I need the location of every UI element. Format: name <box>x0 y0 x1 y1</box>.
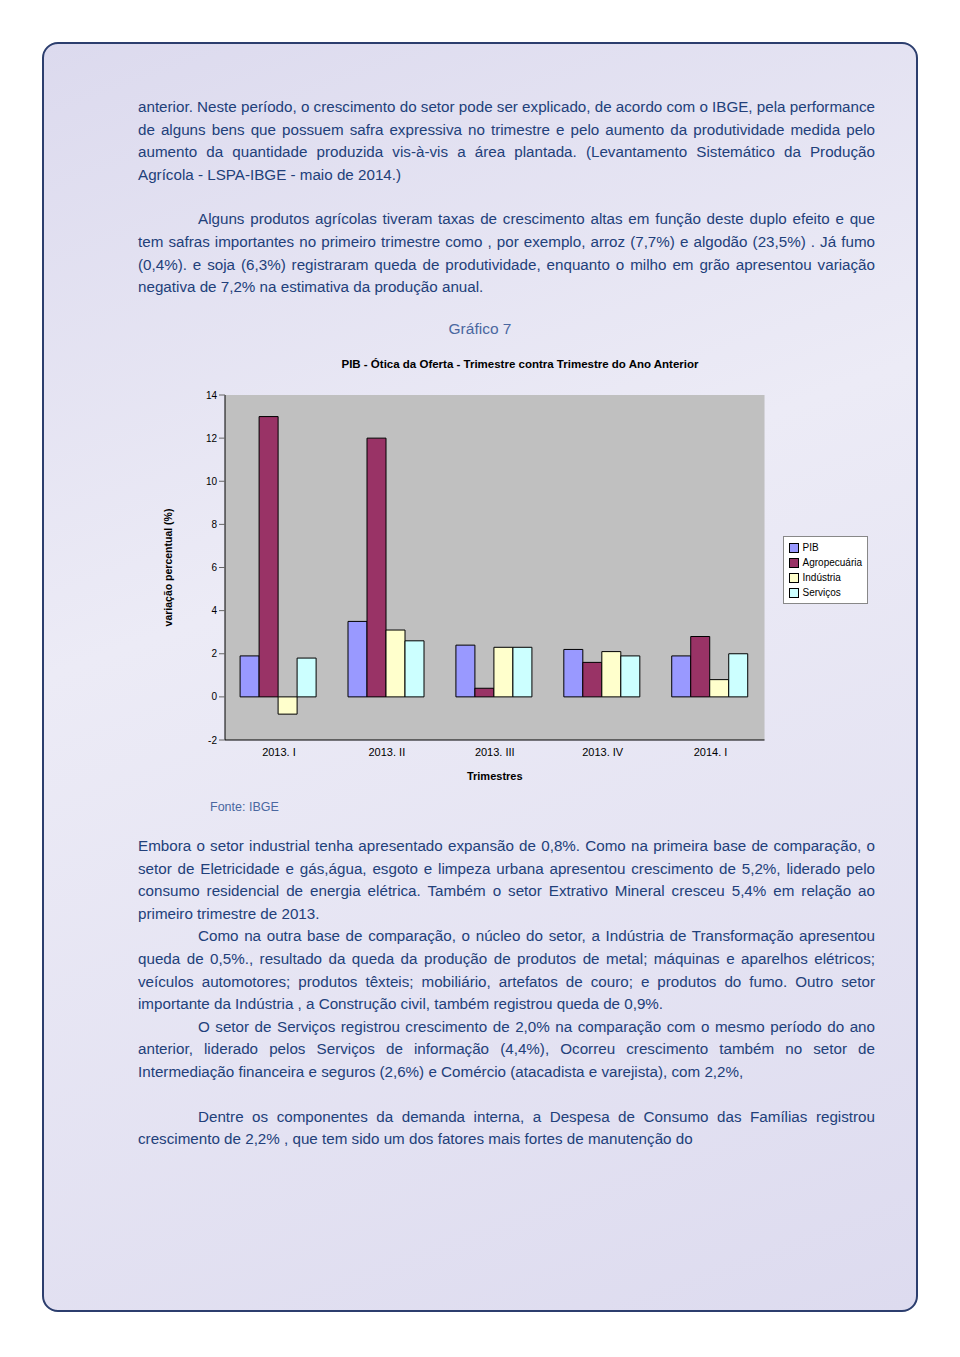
html-text:Dentre os componentes da deman: Dentre os componentes da demanda interna… <box>138 1107 875 1148</box>
html-text:Agropecuária: Agropecuária <box>802 557 862 568</box>
html-text:PIB - Ótica da Oferta - Trimes: PIB - Ótica da Oferta - Trimestre contra… <box>341 358 699 370</box>
html-text:PIB: PIB <box>802 542 819 553</box>
svg-text:2013. II: 2013. II <box>369 746 406 758</box>
svg-text:14: 14 <box>206 390 218 401</box>
svg-text:-2: -2 <box>208 735 217 746</box>
html-text:Serviços: Serviços <box>802 587 841 598</box>
svg-text:2014. I: 2014. I <box>694 746 728 758</box>
svg-text:2013. III: 2013. III <box>475 746 515 758</box>
svg-text:2013. I: 2013. I <box>262 746 296 758</box>
svg-text:variação percentual (%): variação percentual (%) <box>162 509 174 627</box>
html-text:Embora o setor industrial tenh: Embora o setor industrial tenha apresent… <box>138 837 875 922</box>
html-text:Alguns produtos agrícolas tive: Alguns produtos agrícolas tiveram taxas … <box>138 210 875 296</box>
html-text:O setor de Serviços registrou: O setor de Serviços registrou cresciment… <box>138 1017 875 1080</box>
svg-text:0: 0 <box>211 691 217 702</box>
svg-text:6: 6 <box>211 562 217 573</box>
svg-text:2013. IV: 2013. IV <box>582 746 624 758</box>
svg-text:4: 4 <box>211 605 217 616</box>
html-text:Fonte: IBGE: Fonte: IBGE <box>210 800 279 814</box>
html-text:Como na outra base de comparaç: Como na outra base de comparação, o núcl… <box>138 927 875 1013</box>
svg-text:Trimestres: Trimestres <box>467 770 523 782</box>
html-text:Gráfico 7: Gráfico 7 <box>448 320 512 337</box>
svg-text:8: 8 <box>211 519 217 530</box>
svg-text:12: 12 <box>206 433 218 444</box>
svg-text:2: 2 <box>211 648 217 659</box>
html-text:Indústria: Indústria <box>802 572 841 583</box>
svg-text:10: 10 <box>206 476 218 487</box>
html-text:anterior. Neste período, o cre: anterior. Neste período, o crescimento d… <box>138 98 875 183</box>
